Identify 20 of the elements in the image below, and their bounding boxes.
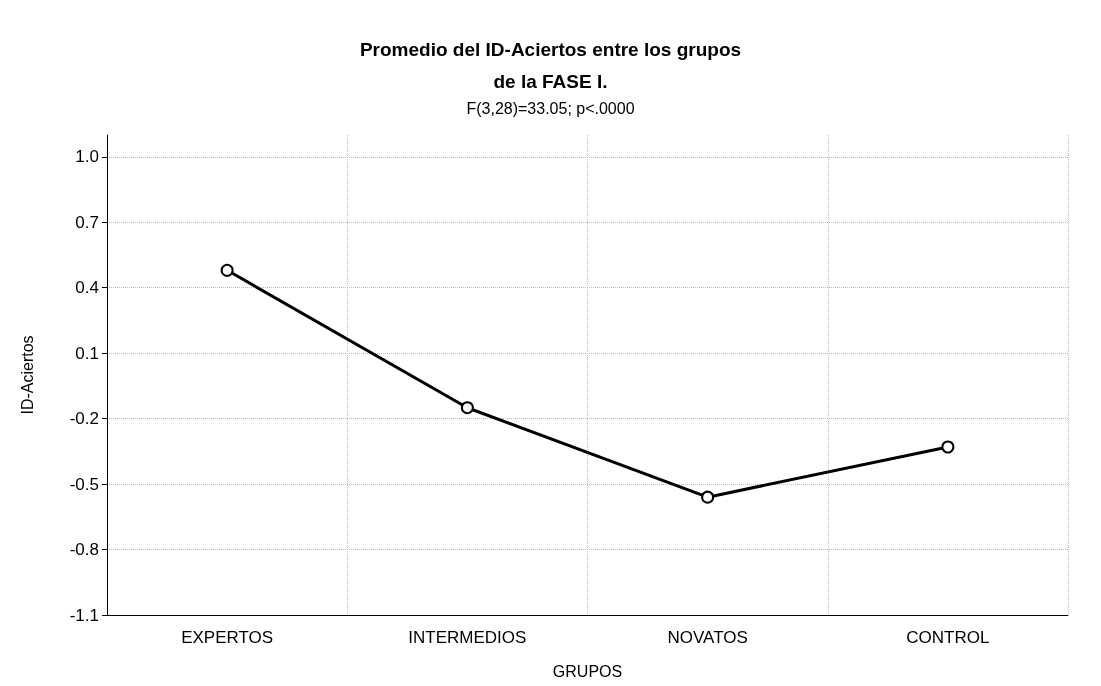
x-axis-title: GRUPOS [552,662,623,680]
y-tick-label: 0.7 [75,212,99,232]
point [701,490,715,504]
y-tick-label: -0.5 [69,474,99,494]
y-tick-label: -1.1 [69,605,99,625]
x-tick-label: INTERMEDIOS [408,628,527,647]
y-tick-label: 1.0 [75,147,99,167]
point [460,401,474,415]
x-tick-label: CONTROL [906,628,990,647]
y-tick-label: 0.1 [75,343,99,363]
y-axis-title: ID-Aciertos [18,335,36,415]
chart-title: Promedio del ID-Aciertos entre los grupos de la FASE I. [359,38,742,92]
point [220,263,234,277]
point [941,440,955,454]
y-tick-label: 0.4 [75,278,99,298]
y-tick-label: -0.2 [69,409,99,429]
x-tick-label: EXPERTOS [181,628,274,647]
y-tick-label: -0.8 [69,540,99,560]
chart-subtitle: F(3,28)=33.05; p<.0000 [466,99,635,117]
x-tick-label: NOVATOS [667,628,748,647]
